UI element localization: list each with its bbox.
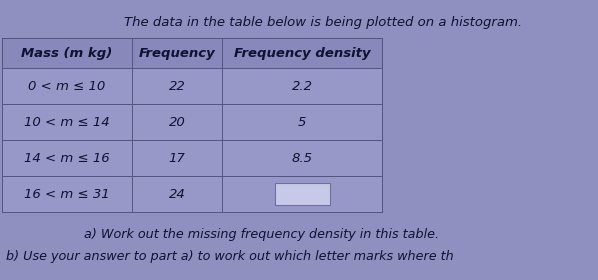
Text: 22: 22 xyxy=(169,80,185,92)
Bar xyxy=(274,183,329,205)
Text: The data in the table below is being plotted on a histogram.: The data in the table below is being plo… xyxy=(124,16,522,29)
Bar xyxy=(2,140,382,176)
Text: Frequency: Frequency xyxy=(139,46,215,60)
Bar xyxy=(2,38,382,68)
Text: Mass (m kg): Mass (m kg) xyxy=(22,46,112,60)
Text: 2.2: 2.2 xyxy=(291,80,313,92)
Text: 8.5: 8.5 xyxy=(291,151,313,165)
Text: 24: 24 xyxy=(169,188,185,200)
Text: 10 < m ≤ 14: 10 < m ≤ 14 xyxy=(24,115,110,129)
Text: Frequency density: Frequency density xyxy=(234,46,370,60)
Text: 17: 17 xyxy=(169,151,185,165)
Bar xyxy=(2,176,382,212)
Text: 16 < m ≤ 31: 16 < m ≤ 31 xyxy=(24,188,110,200)
Text: 0 < m ≤ 10: 0 < m ≤ 10 xyxy=(28,80,106,92)
Text: 14 < m ≤ 16: 14 < m ≤ 16 xyxy=(24,151,110,165)
Bar xyxy=(2,68,382,104)
Bar xyxy=(2,38,382,68)
Text: 20: 20 xyxy=(169,115,185,129)
Text: b) Use your answer to part a) to work out which letter marks where th: b) Use your answer to part a) to work ou… xyxy=(6,250,454,263)
Text: 5: 5 xyxy=(298,115,306,129)
Bar xyxy=(2,104,382,140)
Text: a) Work out the missing frequency density in this table.: a) Work out the missing frequency densit… xyxy=(84,228,439,241)
